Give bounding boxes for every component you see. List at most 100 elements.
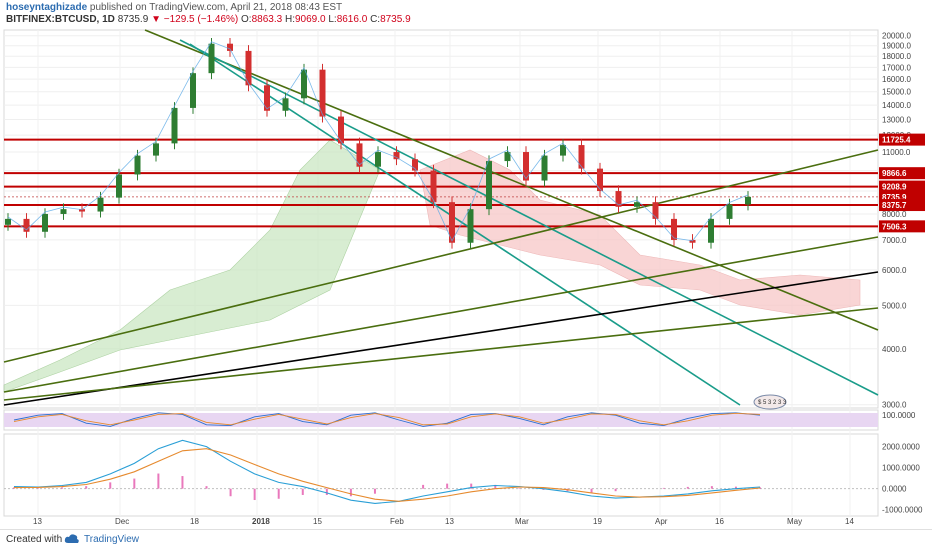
conversion-line [7,41,749,242]
symbol-label: BITFINEX:BTCUSD, 1D [6,14,115,25]
price-tick-label: 20000.0 [882,32,911,41]
price-level-label: 8735.9 [882,193,907,202]
price-tick-label: 6000.0 [882,266,907,275]
price-level-tag [879,180,925,193]
candle-body [208,43,215,74]
candle-body [338,116,344,144]
candle-body [116,174,122,198]
time-tick-label: 19 [593,517,602,526]
candle-body [560,145,566,156]
candle-body [153,143,159,156]
candle-body [726,204,733,219]
candle-body [42,213,48,232]
time-tick-label: Mar [515,517,529,526]
candle-body [245,50,252,86]
ichimoku-cloud-bull [3,139,381,393]
stoch-tick-label: 100.0000 [882,411,916,420]
trend-line [3,149,879,363]
candle-body [671,218,677,240]
tradingview-cloud-icon [64,534,79,543]
price-tick-label: 19000.0 [882,42,911,51]
tradingview-brand-link[interactable]: TradingView [84,534,140,545]
macd-line [13,448,761,502]
macd-tick-label: 0.0000 [882,485,907,494]
price-level-tag [879,199,925,212]
low-label: L: [328,14,337,25]
price-level-label: 11725.4 [882,136,911,145]
time-tick-label: 18 [190,517,199,526]
chart-header: hoseyntaghizade published on TradingView… [0,0,932,28]
trend-line [189,43,741,406]
price-tick-label: 3000.0 [882,401,907,410]
last-price: 8735.9 [117,14,149,25]
candle-body [375,152,381,167]
dollar-badge-icon [753,394,787,410]
price-level-label: 7506.3 [882,222,907,231]
price-level-tag [879,133,925,146]
time-tick-label: 13 [33,517,42,526]
close-value: 8735.9 [380,14,411,25]
high-value: 9069.0 [294,14,326,25]
time-tick-label: 16 [715,517,724,526]
price-level-label: 8375.7 [882,201,907,210]
candle-body [708,218,714,243]
candle-body [319,69,326,117]
candle-body [578,145,585,169]
candle-body [745,196,751,205]
publication-line: hoseyntaghizade published on TradingView… [6,2,342,13]
time-tick-label: Dec [115,517,129,526]
price-tick-label: 11000.0 [882,148,911,157]
open-label: O: [241,14,252,25]
close-label: C: [370,14,381,25]
dollar-badge-text: $ 5 3 2 3 3 [758,400,787,406]
candle-body [597,168,603,192]
candle-body [171,107,178,144]
price-tick-label: 14000.0 [882,101,911,110]
candle-body [523,152,529,181]
candle-body [689,239,696,243]
candle-body [615,191,622,207]
candle-body [97,197,104,212]
trend-line [3,271,879,406]
candle-body [282,98,289,111]
price-tick-label: 17000.0 [882,63,911,72]
price-tick-label: 4000.0 [882,345,907,354]
candle-body [79,209,85,212]
stoch-line [13,412,761,426]
stoch-band [4,413,878,427]
price-tick-label: 5000.0 [882,301,907,310]
open-value: 8863.3 [251,14,283,25]
author-link[interactable]: hoseyntaghizade [6,2,88,13]
high-label: H: [284,14,295,25]
symbol-ohlc-line: BITFINEX:BTCUSD, 1D 8735.9 ▼ −129.5 (−1.… [6,14,411,25]
price-change: −129.5 (−1.46%) [163,14,239,25]
change-arrow-icon: ▼ [151,14,161,25]
candle-body [393,152,400,160]
time-tick-label: Apr [655,517,668,526]
trend-line [3,236,879,393]
published-text: published on TradingView.com, April 21, … [89,2,343,13]
time-tick-label: 15 [313,517,322,526]
price-tick-label: 7000.0 [882,236,907,245]
price-level-tag [879,167,925,180]
time-tick-label: May [787,517,802,526]
time-tick-label: Feb [390,517,404,526]
candle-body [412,159,418,171]
price-tick-label: 16000.0 [882,75,911,84]
candle-body [134,155,141,175]
candle-body [541,155,548,181]
candle-body [227,43,233,51]
created-with-text: Created with [6,534,63,545]
candle-body [60,209,67,214]
candle-body [5,218,11,225]
time-tick-label: 14 [845,517,854,526]
candle-body [190,73,196,108]
price-tick-label: 13000.0 [882,116,911,125]
price-tick-label: 18000.0 [882,52,911,61]
candle-body [486,161,492,210]
price-level-label: 9866.6 [882,169,907,178]
time-tick-label: 2018 [252,517,270,526]
candle-body [652,202,659,219]
price-tick-label: 15000.0 [882,88,911,97]
